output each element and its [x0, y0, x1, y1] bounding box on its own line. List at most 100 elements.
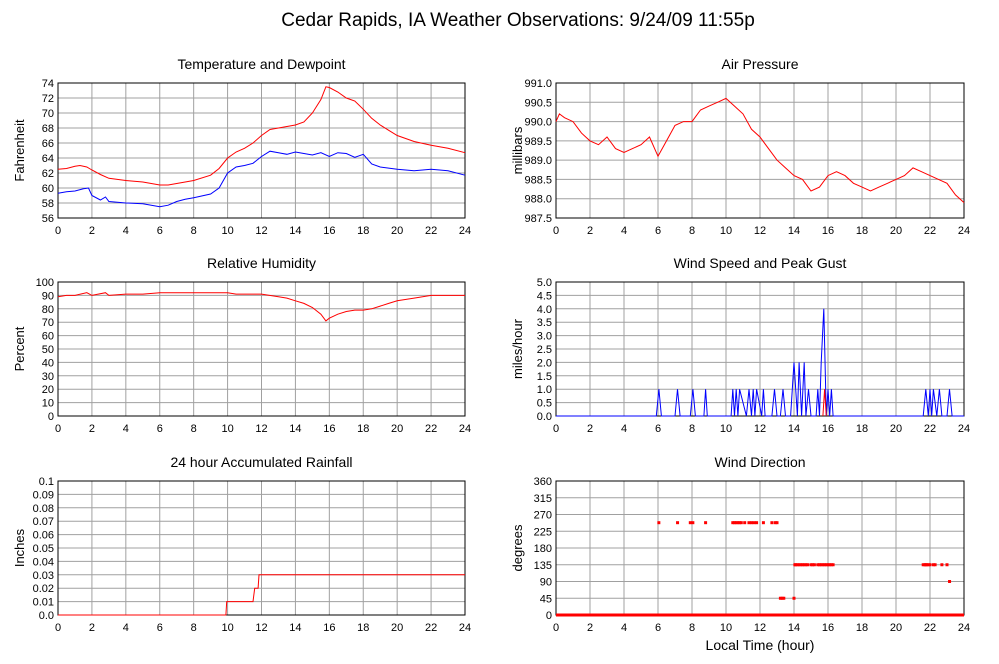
- y-tick-label: 3.5: [537, 317, 552, 329]
- data-point: [806, 563, 810, 567]
- data-point: [824, 563, 828, 567]
- x-tick-label: 2: [587, 225, 593, 237]
- x-axis-label: Local Time (hour): [706, 637, 815, 653]
- x-tick-label: 12: [754, 622, 766, 634]
- data-point: [818, 563, 821, 567]
- x-tick-label: 22: [425, 225, 437, 237]
- data-point: [775, 521, 779, 525]
- y-tick-label: 20: [42, 384, 54, 396]
- x-tick-label: 4: [123, 622, 129, 634]
- y-axis-label: degrees: [510, 524, 525, 571]
- x-tick-label: 8: [689, 622, 695, 634]
- y-tick-label: 45: [540, 593, 552, 605]
- data-point: [925, 563, 929, 567]
- data-point: [948, 580, 952, 583]
- chart-panel-4: 0 2 4 6 8 10 12 14 16 18 20 22 240.00.010.020.030.04…: [12, 454, 471, 634]
- x-tick-label: 12: [754, 225, 766, 237]
- data-point: [704, 521, 708, 525]
- data-point: [823, 563, 827, 567]
- x-tick-label: 20: [890, 622, 902, 634]
- y-tick-label: 360: [534, 476, 552, 488]
- data-point: [828, 563, 832, 567]
- data-point: [738, 521, 742, 525]
- x-tick-label: 4: [621, 225, 627, 237]
- x-tick-label: 4: [621, 622, 627, 634]
- y-tick-label: 5.0: [537, 277, 552, 289]
- y-tick-label: 0.01: [33, 597, 54, 609]
- x-tick-label: 10: [221, 225, 233, 237]
- x-tick-label: 14: [788, 622, 800, 634]
- x-tick-label: 2: [89, 423, 95, 435]
- y-tick-label: 135: [534, 560, 552, 572]
- y-tick-label: 0.08: [33, 503, 54, 515]
- y-tick-label: 40: [42, 357, 54, 369]
- data-point: [831, 563, 835, 567]
- data-point: [739, 521, 743, 525]
- y-tick-label: 270: [534, 510, 552, 522]
- x-tick-label: 14: [289, 423, 301, 435]
- x-tick-label: 6: [157, 622, 163, 634]
- x-tick-label: 6: [157, 225, 163, 237]
- y-tick-label: 0.07: [33, 516, 54, 528]
- data-point: [819, 563, 823, 567]
- data-point: [691, 521, 695, 525]
- chart-panel-0: 0 2 4 6 8 10 12 14 16 18 20 22 245658606264666870727…: [12, 56, 471, 237]
- data-point: [926, 563, 930, 567]
- x-tick-label: 2: [89, 622, 95, 634]
- chart-panel-2: 0 2 4 6 8 10 12 14 16 18 20 22 240102030405060708090…: [12, 255, 471, 435]
- chart-title: Relative Humidity: [207, 255, 316, 271]
- plot-frame: [57, 480, 466, 616]
- y-tick-label: 989.0: [524, 155, 552, 167]
- x-tick-label: 0: [553, 622, 559, 634]
- x-tick-label: 10: [720, 225, 732, 237]
- data-point: [826, 563, 830, 567]
- x-tick-label: 0: [553, 423, 559, 435]
- y-axis-label: miles/hour: [510, 318, 525, 379]
- x-tick-label: 22: [425, 622, 437, 634]
- x-tick-label: 6: [655, 423, 661, 435]
- x-tick-label: 14: [289, 225, 301, 237]
- data-point: [933, 563, 937, 567]
- x-tick-label: 20: [391, 622, 403, 634]
- x-tick-label: 10: [221, 423, 233, 435]
- dashboard-title: Cedar Rapids, IA Weather Observations: 9…: [281, 10, 755, 31]
- chart-title: Air Pressure: [721, 56, 798, 72]
- data-point: [821, 563, 825, 567]
- data-point: [797, 563, 801, 567]
- x-tick-label: 24: [459, 622, 471, 634]
- data-point: [736, 521, 740, 525]
- data-point: [770, 521, 774, 525]
- data-point: [811, 563, 815, 567]
- data-point: [731, 521, 735, 525]
- series-line-1: [822, 389, 827, 417]
- x-tick-label: 8: [191, 225, 197, 237]
- x-tick-label: 18: [357, 622, 369, 634]
- y-axis-label: millibars: [510, 126, 525, 174]
- y-tick-label: 0.5: [537, 398, 552, 410]
- chart-panel-5: 0 2 4 6 8 10 12 14 16 18 20 22 240459013518022527031…: [510, 454, 970, 634]
- x-tick-label: 20: [391, 423, 403, 435]
- x-tick-label: 0: [55, 622, 61, 634]
- x-tick-label: 8: [191, 622, 197, 634]
- data-point: [773, 521, 777, 525]
- y-tick-label: 68: [42, 123, 54, 135]
- x-tick-label: 20: [890, 225, 902, 237]
- y-axis-label: Percent: [12, 326, 27, 371]
- y-tick-label: 990.0: [524, 117, 552, 129]
- x-tick-label: 8: [191, 423, 197, 435]
- x-tick-label: 18: [357, 225, 369, 237]
- y-tick-label: 1.5: [537, 371, 552, 383]
- y-tick-label: 60: [42, 331, 54, 343]
- y-tick-label: 80: [42, 304, 54, 316]
- data-point: [780, 596, 784, 600]
- chart-title: Temperature and Dewpoint: [177, 56, 345, 72]
- x-tick-label: 6: [655, 225, 661, 237]
- x-tick-label: 16: [323, 423, 335, 435]
- y-axis-label: Fahrenheit: [12, 119, 27, 182]
- data-point: [657, 521, 661, 525]
- y-tick-label: 180: [534, 543, 552, 555]
- y-tick-label: 56: [42, 213, 54, 225]
- y-tick-label: 90: [540, 577, 552, 589]
- y-tick-label: 66: [42, 138, 54, 150]
- x-tick-label: 6: [157, 423, 163, 435]
